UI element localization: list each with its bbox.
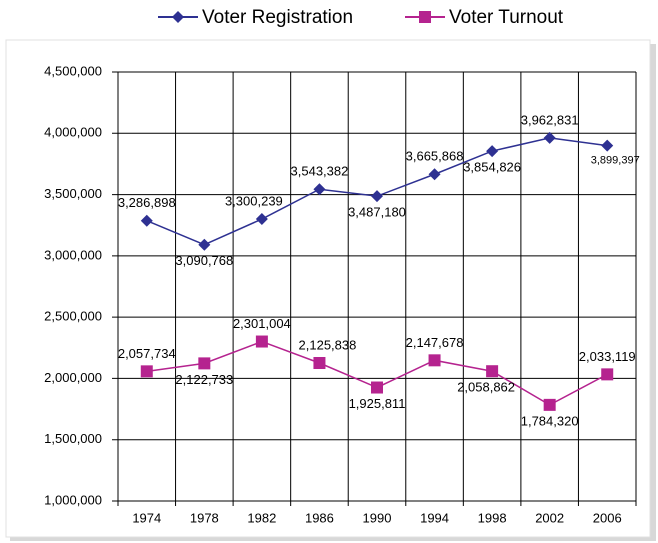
marker	[428, 168, 441, 181]
y-tick-label: 1,500,000	[44, 431, 102, 446]
data-label: 3,286,898	[118, 195, 176, 210]
data-label: 3,899,397	[591, 155, 640, 167]
x-tick-label: 1978	[190, 510, 219, 525]
marker	[255, 213, 268, 226]
data-label: 2,125,838	[299, 337, 357, 352]
marker	[371, 190, 383, 203]
marker	[428, 354, 441, 367]
x-tick-label: 1998	[478, 510, 507, 525]
data-label: 1,784,320	[521, 413, 579, 428]
data-label: 3,665,868	[406, 149, 464, 164]
marker	[313, 357, 326, 370]
legend-marker	[172, 11, 184, 23]
y-tick-label: 4,000,000	[44, 125, 102, 140]
marker	[198, 238, 211, 251]
marker	[198, 357, 211, 370]
data-label: 2,033,119	[579, 349, 636, 364]
data-label: 3,300,239	[225, 193, 283, 208]
x-tick-label: 1990	[363, 510, 392, 525]
data-label: 3,090,768	[175, 253, 233, 268]
legend-marker	[419, 11, 431, 23]
data-label: 2,057,734	[118, 346, 176, 361]
data-label: 3,962,831	[521, 112, 579, 127]
y-tick-label: 2,000,000	[44, 370, 102, 385]
legend-label: Voter Registration	[202, 7, 353, 28]
y-tick-label: 3,500,000	[44, 186, 102, 201]
y-tick-label: 2,500,000	[44, 309, 102, 324]
data-label: 3,487,180	[348, 205, 406, 220]
y-tick-label: 1,000,000	[44, 492, 102, 507]
data-label: 2,147,678	[406, 335, 464, 350]
marker	[486, 365, 499, 378]
marker	[140, 365, 153, 378]
x-tick-label: 2002	[535, 510, 564, 525]
data-label: 2,301,004	[233, 316, 291, 331]
marker	[140, 214, 153, 227]
x-tick-label: 1974	[132, 510, 161, 525]
marker	[543, 398, 556, 411]
frame	[5, 39, 651, 538]
data-label: 3,854,826	[463, 160, 521, 175]
marker	[371, 381, 383, 394]
data-label: 2,058,862	[457, 380, 515, 395]
marker	[601, 139, 614, 152]
marker	[486, 145, 499, 158]
x-tick-label: 1994	[420, 510, 449, 525]
x-tick-label: 1986	[305, 510, 334, 525]
marker	[543, 131, 556, 144]
y-tick-label: 3,000,000	[44, 247, 102, 262]
marker	[601, 368, 614, 381]
data-label: 1,925,811	[349, 396, 406, 411]
legend-label: Voter Turnout	[449, 7, 564, 28]
x-tick-label: 1982	[247, 510, 276, 525]
marker	[313, 183, 326, 196]
y-tick-label: 4,500,000	[44, 63, 102, 78]
x-tick-label: 2006	[593, 510, 622, 525]
data-label: 3,543,382	[291, 164, 349, 179]
data-label: 2,122,733	[175, 372, 233, 387]
marker	[255, 335, 268, 348]
